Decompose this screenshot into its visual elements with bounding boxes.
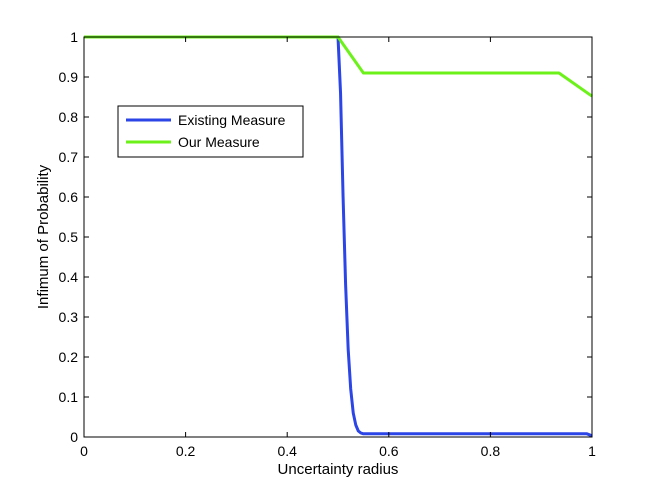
x-tick-label: 0.6 — [379, 443, 399, 459]
y-tick-label: 0.7 — [59, 149, 79, 165]
x-tick-label: 0.2 — [176, 443, 196, 459]
y-tick-label: 0.4 — [59, 269, 79, 285]
x-tick-label: 0 — [80, 443, 88, 459]
y-tick-label: 0 — [70, 429, 78, 445]
plot-area — [84, 37, 592, 437]
y-tick-label: 1 — [70, 29, 78, 45]
x-tick-label: 0.4 — [277, 443, 297, 459]
x-tick-label: 1 — [588, 443, 596, 459]
x-tick-label: 0.8 — [481, 443, 501, 459]
y-tick-label: 0.6 — [59, 189, 79, 205]
series-line-existing-measure — [84, 35, 593, 438]
legend: Existing Measure Our Measure — [117, 105, 304, 158]
y-tick-label: 0.9 — [59, 69, 79, 85]
y-tick-label: 0.1 — [59, 389, 79, 405]
plot-frame — [83, 36, 593, 438]
y-axis-label: Infimum of Probability — [35, 164, 52, 309]
x-axis-label: Uncertainty radius — [278, 461, 399, 478]
legend-box — [117, 105, 304, 158]
legend-label-our-measure: Our Measure — [178, 134, 260, 150]
y-tick-label: 0.2 — [59, 349, 79, 365]
y-tick-label: 0.5 — [59, 229, 79, 245]
y-tick-label: 0.8 — [59, 109, 79, 125]
y-tick-label: 0.3 — [59, 309, 79, 325]
legend-label-existing-measure: Existing Measure — [178, 112, 286, 128]
